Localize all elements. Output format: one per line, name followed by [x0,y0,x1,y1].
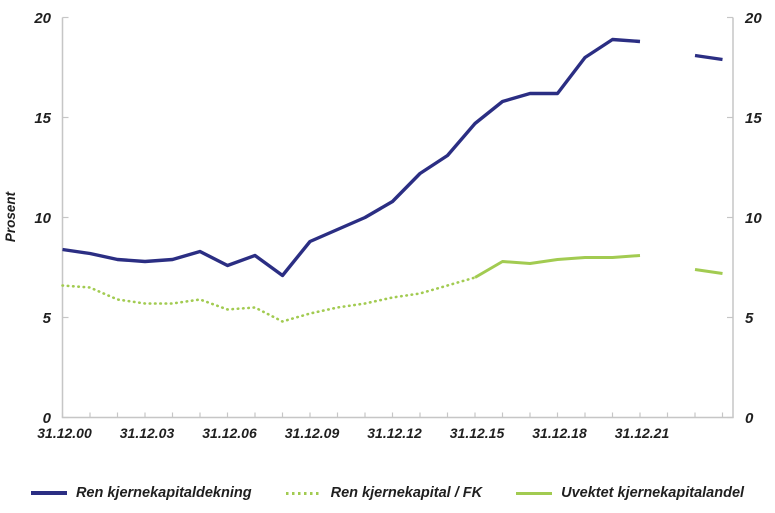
y-tick-label-left: 15 [34,110,51,127]
legend-item-ren-kjernekapitaldekning: Ren kjernekapitaldekning [30,485,252,501]
x-tick-label: 31.12.09 [285,425,340,441]
x-tick-label: 31.12.12 [367,425,422,441]
navy-solid-line-swatch [30,491,67,495]
y-tick-label-left: 0 [43,410,52,427]
x-axis-ticks [61,412,724,418]
x-tick-label: 31.12.00 [37,425,92,441]
y-tick-label-left: 20 [33,10,51,27]
legend: Ren kjernekapitaldekning Ren kjernekapit… [0,476,775,510]
legend-label: Uvektet kjernekapitalandel [561,485,745,501]
y-axis-title: Prosent [3,191,18,242]
series-line-0 [62,37,723,278]
legend-item-ren-kjernekapital-fk: Ren kjernekapital / FK [285,485,483,501]
green-dotted-line-swatch [285,491,322,495]
x-tick-label: 31.12.15 [450,425,505,441]
x-tick-label: 31.12.03 [120,425,175,441]
y-tick-label-right: 15 [745,110,762,127]
line-chart-canvas: 0 0 5 5 10 10 15 15 20 20 31.12.00 31.12.03 31.12.06… [3,10,762,441]
x-tick-label: 31.12.06 [202,425,257,441]
chart-area: 0 0 5 5 10 10 15 15 20 20 31.12.00 31.12.03 31.12.06… [3,10,762,441]
series-line-1 [61,276,477,323]
y-tick-label-right: 5 [745,310,754,327]
legend-label: Ren kjernekapitaldekning [75,485,252,501]
y-tick-label-left: 5 [43,310,52,327]
y-tick-label-right: 10 [745,210,762,227]
x-tick-label: 31.12.21 [615,425,670,441]
x-tick-label: 31.12.18 [532,425,587,441]
legend-item-uvektet-kjernekapitalandel: Uvektet kjernekapitalandel [516,485,744,501]
y-tick-label-right: 20 [744,10,762,27]
y-axis-ticks [62,16,733,419]
legend-label: Ren kjernekapital / FK [330,485,483,501]
y-tick-label-left: 10 [34,210,51,227]
green-solid-line-swatch [516,491,553,495]
y-tick-label-right: 0 [745,410,754,427]
series-line-2 [474,254,723,279]
